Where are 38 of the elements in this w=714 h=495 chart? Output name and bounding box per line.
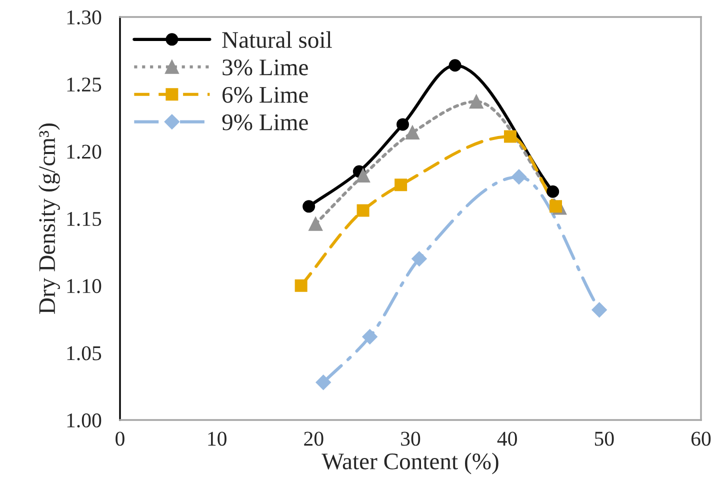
point xyxy=(396,118,410,131)
y-tick-label: 1.20 xyxy=(67,144,102,159)
y-tick-label: 1.00 xyxy=(67,413,102,428)
y-tick-label: 1.25 xyxy=(67,78,102,92)
point xyxy=(294,279,308,292)
x-tick-label: 30 xyxy=(401,432,420,446)
point xyxy=(448,59,462,72)
legend-label: 6% Lime xyxy=(222,86,308,103)
x-tick-label: 0 xyxy=(116,432,124,446)
point xyxy=(546,185,560,198)
y-tick-label: 1.15 xyxy=(67,212,102,226)
x-tick-label: 10 xyxy=(208,432,226,446)
point xyxy=(394,178,408,192)
legend-label: 3% Lime xyxy=(222,59,308,76)
x-tick-label: 40 xyxy=(497,432,517,446)
legend-label: Natural soil xyxy=(222,31,332,48)
y-tick-label: 1.10 xyxy=(67,279,102,294)
y-tick-label: 1.30 xyxy=(67,10,102,25)
point xyxy=(550,200,562,213)
point xyxy=(356,204,370,217)
point xyxy=(356,168,370,182)
point xyxy=(504,130,516,143)
point xyxy=(412,251,427,266)
y-axis-title: Dry Density (g/cm³) xyxy=(38,124,60,314)
point xyxy=(511,169,527,184)
point xyxy=(302,200,316,213)
point xyxy=(405,126,420,140)
point xyxy=(316,374,331,390)
point xyxy=(469,94,484,109)
point xyxy=(308,216,323,231)
legend-label: 9% Lime xyxy=(222,114,308,130)
y-tick-label: 1.05 xyxy=(67,346,102,360)
x-tick-label: 50 xyxy=(594,432,614,446)
x-axis-title: Water Content (%) xyxy=(322,452,498,474)
x-tick-label: 60 xyxy=(691,432,711,446)
x-tick-label: 20 xyxy=(304,432,324,446)
point xyxy=(362,329,378,344)
point xyxy=(592,302,607,318)
